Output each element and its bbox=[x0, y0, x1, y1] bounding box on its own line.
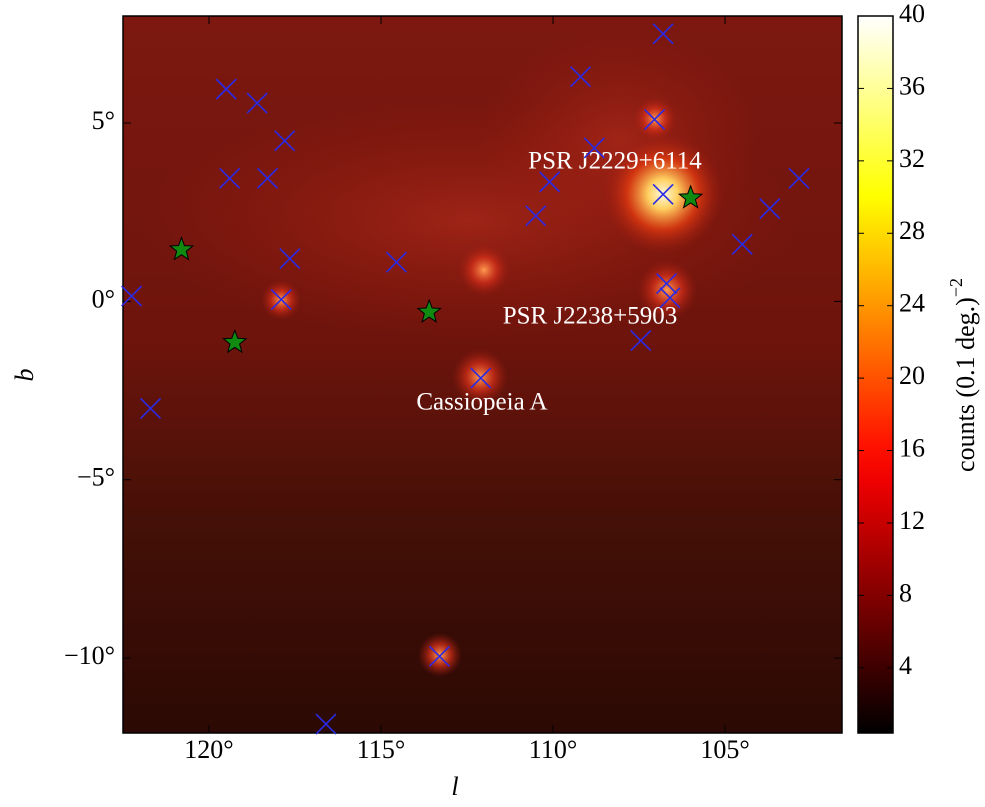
x-tick-label: 110° bbox=[529, 735, 577, 764]
x-tick-label: 105° bbox=[700, 735, 749, 764]
counts-map bbox=[123, 16, 842, 733]
colorbar-tick-label: 28 bbox=[899, 216, 925, 245]
colorbar-label-text: counts (0.1 deg.) bbox=[951, 297, 980, 472]
y-tick-label: −10° bbox=[64, 641, 115, 670]
colorbar-tick-label: 40 bbox=[899, 0, 925, 28]
annotation: Cassiopeia A bbox=[416, 389, 547, 416]
x-axis-label: l bbox=[451, 772, 458, 801]
colorbar bbox=[858, 16, 893, 733]
y-tick-label: 5° bbox=[92, 106, 115, 135]
colorbar-label: counts (0.1 deg.)−2 bbox=[946, 278, 980, 472]
colorbar-tick-label: 4 bbox=[899, 651, 912, 680]
annotation: PSR J2229+6114 bbox=[528, 148, 702, 175]
chart: l b counts (0.1 deg.)−2 PSR J2229+6114 P… bbox=[0, 0, 985, 802]
y-axis-label: b bbox=[10, 369, 39, 382]
colorbar-tick-label: 8 bbox=[899, 578, 912, 607]
page: {"chart_data": { "type": "scatter", "xla… bbox=[0, 0, 985, 802]
y-tick-label: 0° bbox=[92, 284, 115, 313]
x-tick-label: 120° bbox=[184, 735, 233, 764]
colorbar-tick-label: 24 bbox=[899, 289, 925, 318]
y-tick-label: −5° bbox=[77, 463, 115, 492]
x-tick-label: 115° bbox=[357, 735, 405, 764]
colorbar-tick-label: 36 bbox=[899, 71, 925, 100]
colorbar-label-exponent: −2 bbox=[946, 278, 966, 297]
colorbar-tick-label: 32 bbox=[899, 144, 925, 173]
colorbar-tick-label: 20 bbox=[899, 361, 925, 390]
colorbar-tick-label: 16 bbox=[899, 434, 925, 463]
annotation: PSR J2238+5903 bbox=[503, 303, 678, 330]
colorbar-tick-label: 12 bbox=[899, 506, 925, 535]
